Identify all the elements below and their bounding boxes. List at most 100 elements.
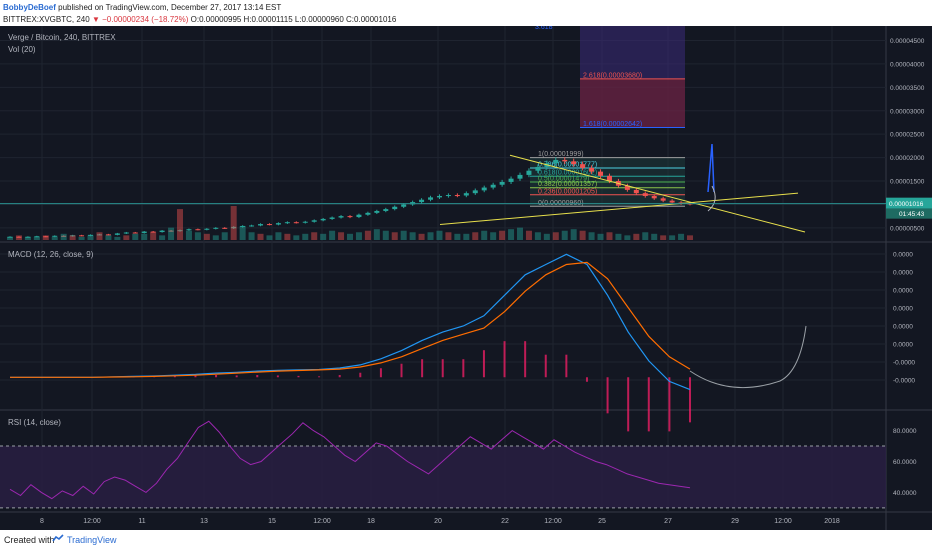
candle-body bbox=[401, 204, 407, 207]
candle-body bbox=[624, 185, 630, 190]
publish-line: BobbyDeBoef published on TradingView.com… bbox=[3, 3, 281, 12]
candle-body bbox=[651, 195, 657, 199]
x-tick-label: 11 bbox=[138, 518, 145, 525]
candle-body bbox=[43, 236, 49, 238]
volume-bar bbox=[230, 206, 237, 240]
candle-body bbox=[454, 195, 460, 197]
last-price-label: 0.00001016 bbox=[889, 201, 924, 208]
candle-body bbox=[428, 197, 434, 200]
symbol-line: BITTREX:XVGBTC, 240 ▼ −0.00000234 (−18.7… bbox=[3, 15, 396, 24]
volume-bar bbox=[427, 232, 434, 240]
volume-bar bbox=[159, 235, 166, 240]
volume-bar bbox=[606, 232, 613, 240]
author-link[interactable]: BobbyDeBoef bbox=[3, 3, 56, 12]
macd-tick-label: 0.0000 bbox=[893, 342, 913, 349]
volume-bar bbox=[203, 233, 210, 240]
volume-bar bbox=[221, 232, 228, 240]
x-tick-label: 12:00 bbox=[83, 518, 101, 525]
candle-body bbox=[392, 206, 398, 210]
candle-body bbox=[338, 216, 344, 218]
price-tick-label: 0.00003500 bbox=[890, 85, 925, 92]
candle-body bbox=[123, 232, 129, 234]
x-tick-label: 18 bbox=[367, 518, 375, 525]
candle-body bbox=[213, 227, 219, 229]
candle-body bbox=[195, 229, 201, 231]
change-value: −0.00000234 (−18.72%) bbox=[102, 15, 189, 24]
candle-body bbox=[79, 235, 85, 237]
volume-bar bbox=[320, 233, 327, 240]
volume-bar bbox=[355, 232, 362, 240]
candle-body bbox=[329, 217, 335, 219]
candle-body bbox=[526, 170, 532, 175]
volume-bar bbox=[481, 230, 488, 240]
created-with-label: Created with bbox=[4, 535, 55, 545]
volume-bar bbox=[409, 232, 416, 240]
volume-bar bbox=[275, 232, 282, 240]
candle-body bbox=[150, 231, 156, 233]
macd-pane-title: MACD (12, 26, close, 9) bbox=[8, 250, 94, 259]
macd-tick-label: 0.0000 bbox=[893, 252, 913, 259]
volume-bar bbox=[517, 227, 523, 240]
volume-bar bbox=[651, 233, 658, 240]
volume-bar bbox=[51, 236, 58, 240]
candle-body bbox=[96, 234, 102, 236]
candle-body bbox=[70, 235, 76, 237]
volume-bar bbox=[373, 229, 380, 240]
volume-bar bbox=[615, 233, 622, 240]
volume-bar bbox=[418, 233, 425, 240]
fib-extension-zone bbox=[580, 78, 685, 128]
volume-bar bbox=[678, 233, 685, 240]
candle-body bbox=[293, 222, 299, 224]
volume-bar bbox=[499, 230, 506, 240]
volume-bar bbox=[400, 230, 407, 240]
volume-bar bbox=[463, 233, 470, 240]
volume-bar bbox=[123, 235, 130, 240]
volume-bar bbox=[96, 232, 103, 240]
candle-body bbox=[463, 193, 469, 196]
candle-body bbox=[633, 189, 639, 194]
candle-body bbox=[553, 159, 559, 164]
volume-bar bbox=[561, 230, 568, 240]
chart-canvas[interactable]: 8 12:00 11 13 15 12:00 18 20 22 12:00 25 27 29 12:00 2… bbox=[0, 26, 932, 530]
volume-bar bbox=[185, 230, 192, 240]
candle-body bbox=[481, 187, 487, 191]
volume-bar bbox=[69, 235, 76, 240]
x-tick-label: 22 bbox=[501, 518, 509, 525]
fib-level-label: 2.618(0.00003680) bbox=[583, 72, 642, 79]
volume-bar bbox=[248, 232, 255, 240]
macd-tick-label: 0.0000 bbox=[893, 324, 913, 331]
volume-bar bbox=[642, 232, 649, 240]
candle-body bbox=[642, 193, 648, 196]
rsi-tick-label: 40.0000 bbox=[893, 490, 917, 497]
volume-bar bbox=[579, 230, 586, 240]
volume-bar bbox=[7, 236, 13, 240]
candle-body bbox=[383, 209, 389, 211]
candle-body bbox=[275, 223, 281, 225]
x-tick-label: 13 bbox=[200, 518, 208, 525]
candle-body bbox=[311, 220, 317, 222]
macd-tick-label: 0.0000 bbox=[893, 306, 913, 313]
descending-trendline bbox=[509, 154, 806, 233]
volume-bar bbox=[633, 233, 640, 240]
fib-level-label: 0.236(0.00001205) bbox=[538, 188, 597, 195]
candle-body bbox=[186, 229, 192, 231]
volume-bar bbox=[525, 230, 532, 240]
price-tick-label: 0.00004500 bbox=[890, 38, 925, 45]
chart-area[interactable]: 8 12:00 11 13 15 12:00 18 20 22 12:00 25 27 29 12:00 2… bbox=[0, 26, 932, 530]
countdown-badge bbox=[886, 208, 932, 219]
candle-body bbox=[562, 159, 568, 162]
price-tick-label: 0.00004000 bbox=[890, 61, 925, 68]
volume-bar bbox=[364, 230, 371, 240]
x-tick-label: 12:00 bbox=[774, 518, 792, 525]
volume-bar bbox=[543, 233, 550, 240]
volume-bar bbox=[293, 235, 300, 240]
macd-line bbox=[10, 253, 691, 391]
fib-level-label: 3.618 bbox=[535, 26, 553, 31]
tradingview-link[interactable]: TradingView bbox=[67, 535, 117, 545]
candle-body bbox=[606, 175, 612, 181]
countdown-label: 01:45:43 bbox=[899, 211, 925, 218]
candle-body bbox=[105, 234, 111, 236]
candle-body bbox=[660, 198, 666, 201]
x-tick-label: 27 bbox=[664, 518, 672, 525]
volume-bar bbox=[597, 233, 604, 240]
